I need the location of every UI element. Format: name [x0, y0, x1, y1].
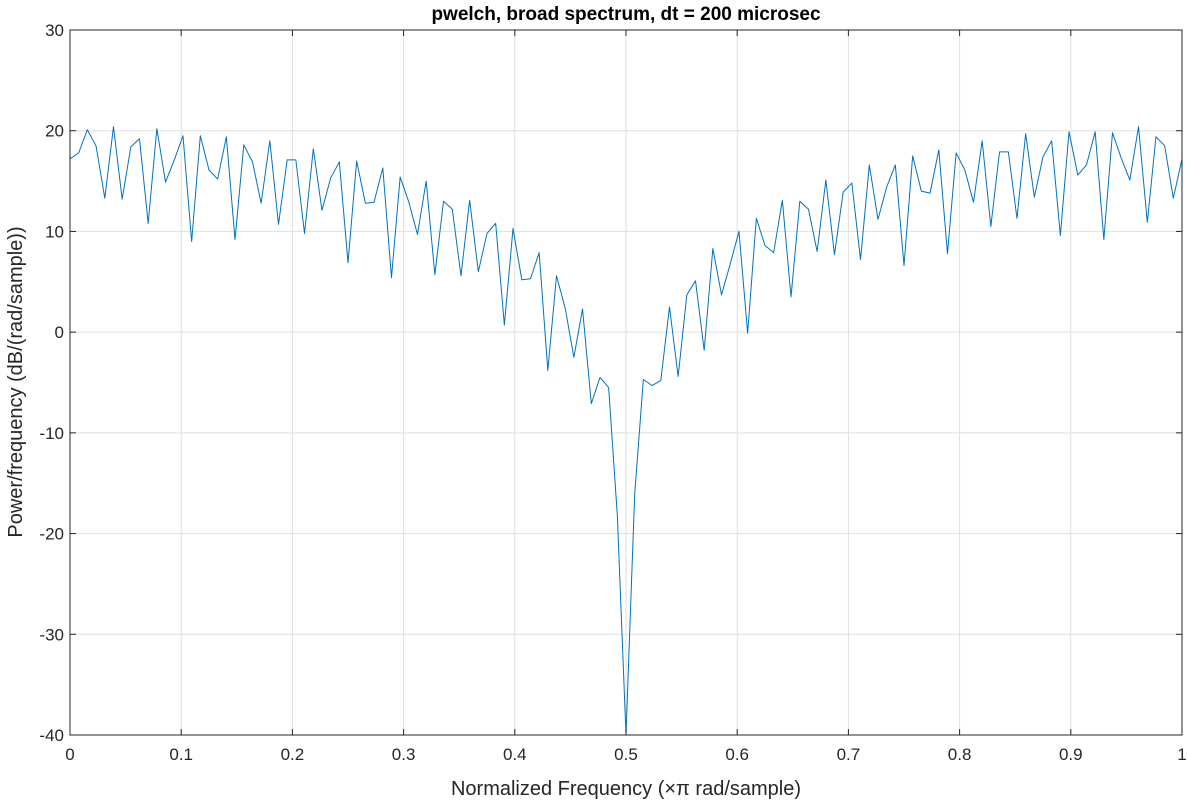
y-tick-label: -10 [39, 424, 64, 443]
x-tick-label: 1 [1177, 745, 1186, 764]
x-tick-label: 0 [65, 745, 74, 764]
x-tick-label: 0.8 [948, 745, 972, 764]
y-tick-label: 0 [55, 323, 64, 342]
x-tick-label: 0.1 [169, 745, 193, 764]
x-tick-label: 0.6 [725, 745, 749, 764]
y-tick-label: 30 [45, 21, 64, 40]
y-tick-label: -20 [39, 525, 64, 544]
tick-layer: 0 0.1 0.2 0.3 0.4 0.5 0.6 0.7 0.8 0.9 1 -40 -30 -20 -1… [39, 21, 1186, 764]
chart-title: pwelch, broad spectrum, dt = 200 microse… [431, 4, 821, 25]
x-tick-label: 0.5 [614, 745, 638, 764]
x-axis-label: Normalized Frequency (×π rad/sample) [451, 778, 801, 800]
y-tick-label: 10 [45, 222, 64, 241]
x-tick-label: 0.2 [281, 745, 305, 764]
x-tick-label: 0.3 [392, 745, 416, 764]
x-tick-label: 0.9 [1059, 745, 1083, 764]
grid-layer [69, 29, 1183, 736]
x-tick-label: 0.7 [837, 745, 861, 764]
y-tick-label: -40 [39, 726, 64, 745]
x-tick-label: 0.4 [503, 745, 527, 764]
y-axis-label: Power/frequency (dB/(rad/sample)) [5, 226, 27, 537]
y-tick-label: -30 [39, 625, 64, 644]
axes-layer [69, 29, 1183, 736]
y-tick-label: 20 [45, 122, 64, 141]
